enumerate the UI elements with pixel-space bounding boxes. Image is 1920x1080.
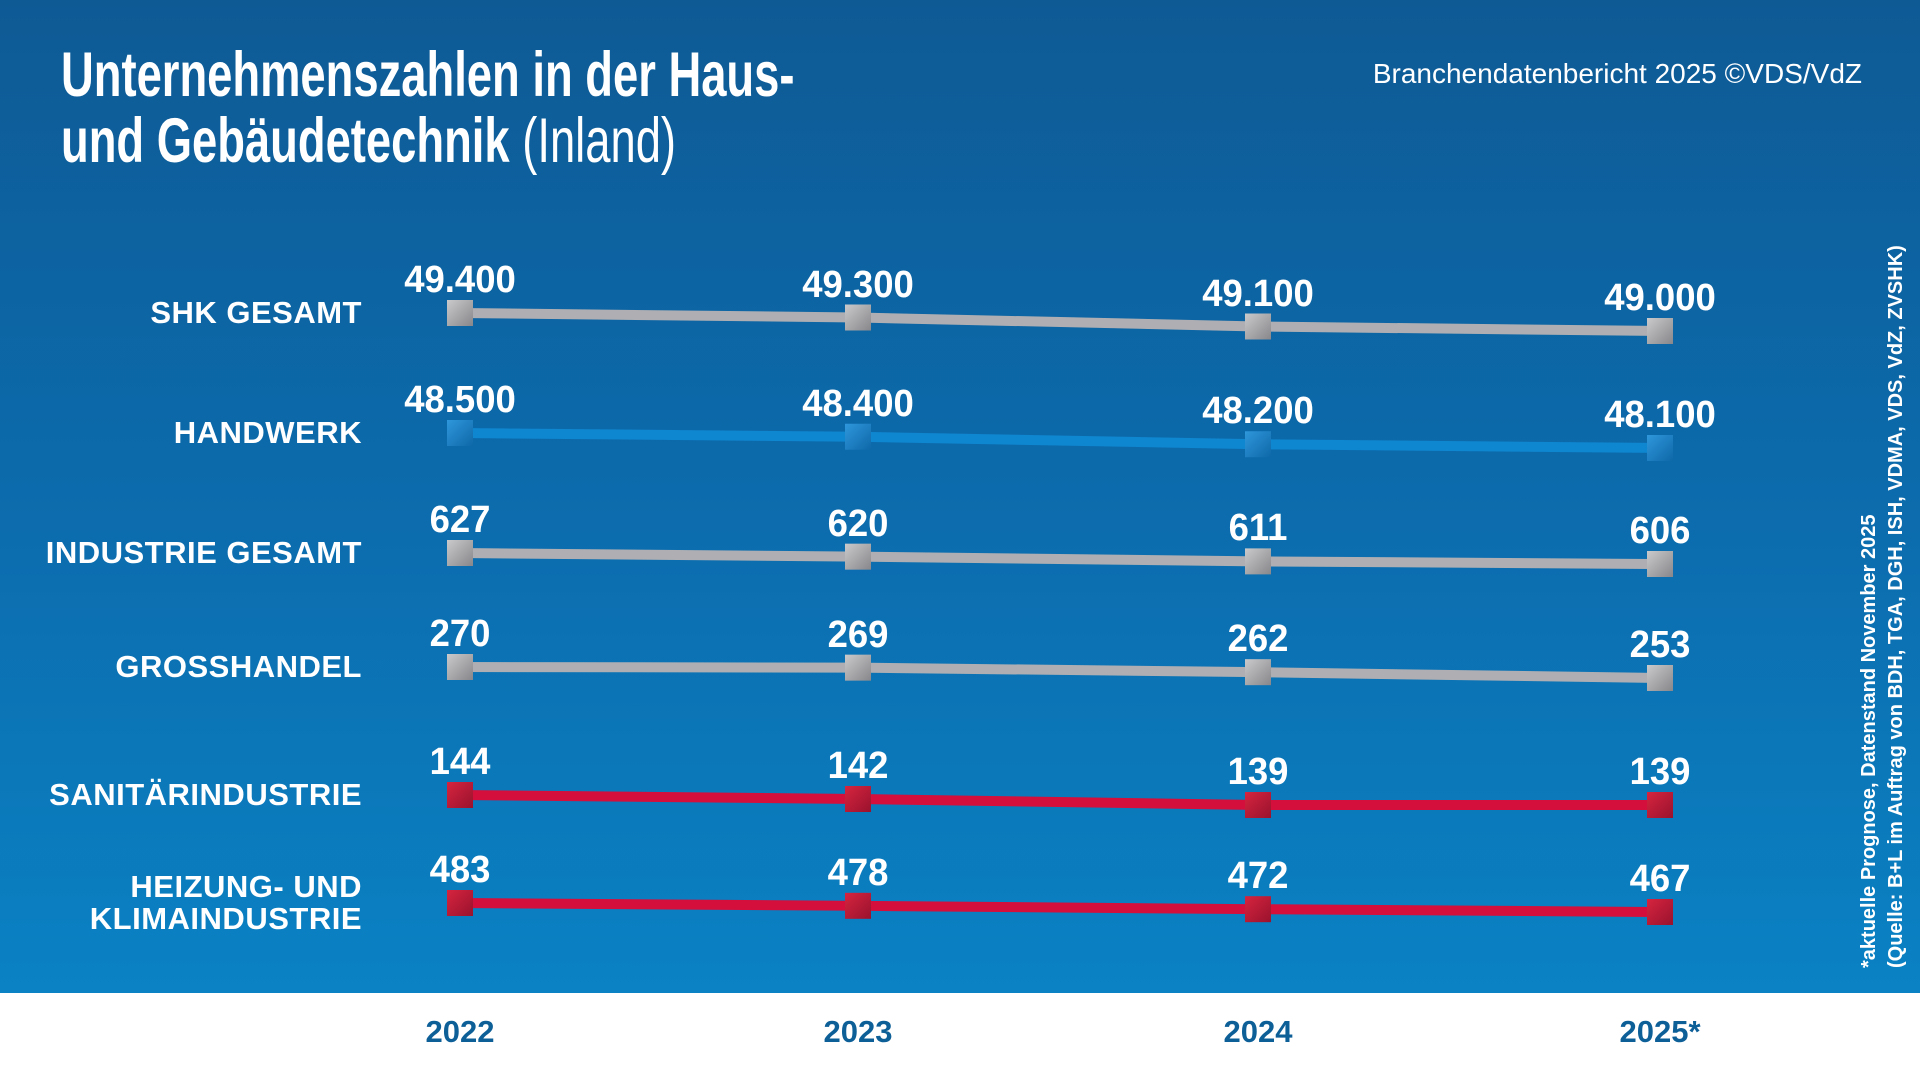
data-point-marker bbox=[1245, 548, 1271, 575]
category-label: GROSSHANDEL bbox=[115, 649, 362, 684]
category-label: SHK GESAMT bbox=[150, 295, 362, 330]
value-label: 48.500 bbox=[404, 379, 516, 421]
data-point-marker bbox=[1647, 551, 1673, 577]
value-label: 620 bbox=[827, 502, 889, 545]
series-line bbox=[459, 428, 1661, 453]
data-point-marker bbox=[447, 890, 473, 916]
value-label: 606 bbox=[1629, 510, 1691, 552]
series-line bbox=[459, 662, 1661, 683]
data-point-marker bbox=[845, 423, 871, 450]
data-point-marker bbox=[447, 654, 473, 680]
value-label: 467 bbox=[1629, 858, 1691, 900]
data-point-marker bbox=[1245, 431, 1271, 458]
value-label: 269 bbox=[827, 613, 889, 656]
value-label: 48.200 bbox=[1202, 390, 1314, 433]
axis-label-2024: 2024 bbox=[1223, 1014, 1293, 1049]
data-point-marker bbox=[1647, 899, 1673, 925]
value-label: 478 bbox=[827, 851, 889, 894]
page-title: Unternehmenszahlen in der Haus- und Gebä… bbox=[61, 42, 961, 174]
value-label: 48.400 bbox=[802, 382, 914, 425]
data-point-marker bbox=[1647, 665, 1673, 691]
data-point-marker bbox=[1245, 896, 1271, 923]
value-label: 627 bbox=[429, 499, 491, 541]
report-credit: Branchendatenbericht 2025 ©VDS/VdZ bbox=[1372, 58, 1862, 89]
axis-label-2025: 2025* bbox=[1619, 1014, 1701, 1049]
value-label: 139 bbox=[1227, 751, 1289, 793]
value-label: 49.300 bbox=[802, 263, 914, 306]
data-point-marker bbox=[845, 543, 871, 570]
value-label: 483 bbox=[429, 849, 491, 891]
category-label: HANDWERK bbox=[173, 415, 362, 450]
page-title-line1: Unternehmenszahlen in der Haus- bbox=[61, 40, 795, 110]
axis-label-2022: 2022 bbox=[425, 1014, 495, 1049]
data-point-marker bbox=[1647, 792, 1673, 818]
value-label: 49.100 bbox=[1202, 272, 1314, 315]
series-line bbox=[459, 308, 1661, 336]
data-point-marker bbox=[845, 654, 871, 681]
data-point-marker bbox=[1647, 318, 1673, 344]
footnote-line1: *aktuelle Prognose, Datenstand November … bbox=[1858, 514, 1880, 969]
value-label: 253 bbox=[1629, 624, 1691, 666]
bottom-axis-band bbox=[0, 993, 1920, 1080]
data-point-marker bbox=[845, 786, 871, 812]
axis-label-2023: 2023 bbox=[823, 1014, 893, 1049]
data-point-marker bbox=[447, 782, 473, 808]
category-label: HEIZUNG- UND KLIMAINDUSTRIE bbox=[89, 869, 362, 936]
data-point-marker bbox=[1647, 435, 1673, 461]
value-label: 144 bbox=[429, 741, 491, 783]
category-label: INDUSTRIE GESAMT bbox=[45, 535, 362, 570]
value-label: 49.400 bbox=[404, 259, 516, 301]
value-label: 270 bbox=[429, 613, 491, 655]
value-label: 48.100 bbox=[1604, 394, 1716, 436]
page-title-line2: und Gebäudetechnik (Inland) bbox=[61, 106, 677, 176]
series-line bbox=[459, 790, 1660, 810]
data-point-marker bbox=[447, 540, 473, 566]
value-label: 262 bbox=[1227, 618, 1289, 661]
data-point-marker bbox=[447, 300, 473, 326]
data-point-marker bbox=[845, 892, 871, 919]
data-point-marker bbox=[1245, 659, 1271, 686]
source-footnote: *aktuelle Prognose, Datenstand November … bbox=[1856, 188, 1912, 968]
category-label: SANITÄRINDUSTRIE bbox=[49, 777, 362, 812]
value-label: 139 bbox=[1629, 751, 1691, 793]
data-point-marker bbox=[1245, 792, 1271, 818]
data-point-marker bbox=[1245, 313, 1271, 340]
footnote-line2: (Quelle: B+L im Auftrag von BDH, TGA, DG… bbox=[1885, 245, 1907, 968]
series-line bbox=[459, 898, 1661, 917]
series-line bbox=[459, 548, 1661, 569]
data-point-marker bbox=[447, 420, 473, 446]
value-label: 49.000 bbox=[1604, 277, 1716, 319]
value-label: 611 bbox=[1228, 507, 1288, 550]
value-label: 472 bbox=[1227, 855, 1289, 898]
data-point-marker bbox=[845, 304, 871, 331]
value-label: 142 bbox=[827, 745, 889, 787]
